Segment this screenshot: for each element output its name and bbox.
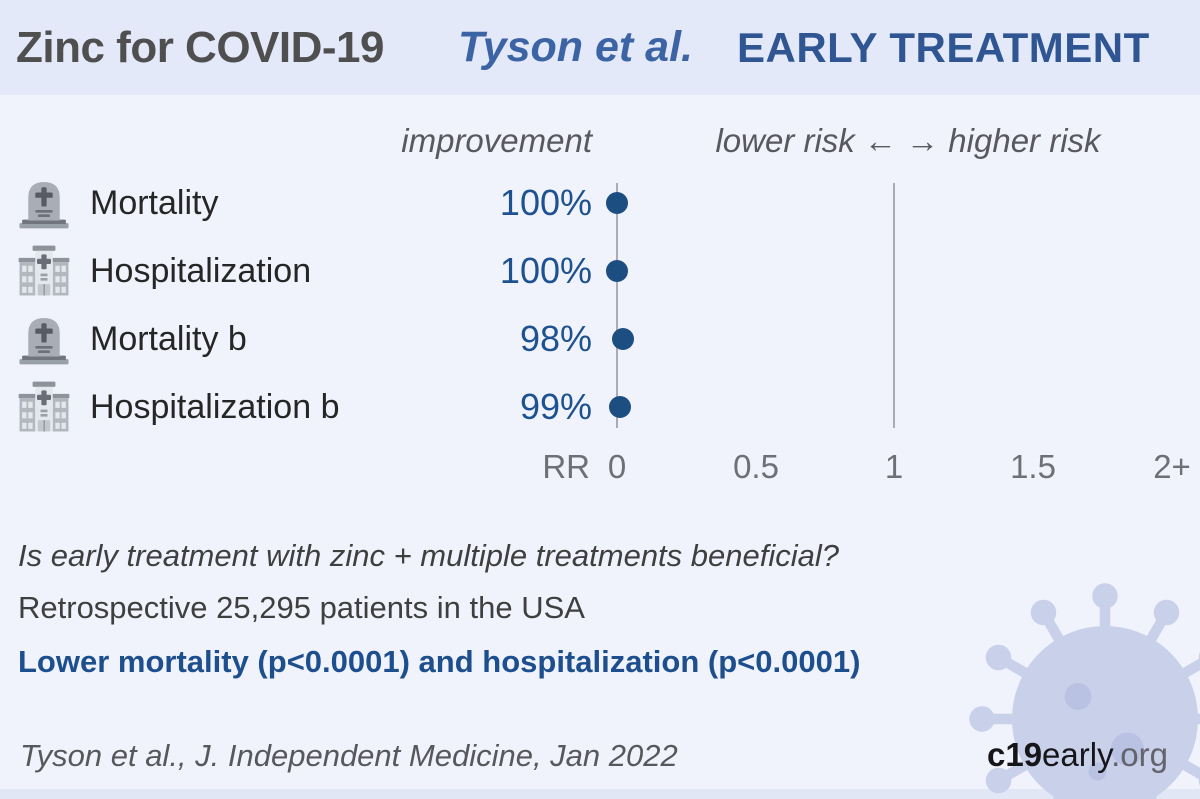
outcome-row: Mortality 100% — [0, 169, 620, 237]
study-population: Retrospective 25,295 patients in the USA — [18, 590, 585, 625]
risk-scale-header: lower risk ← → higher risk — [715, 122, 1101, 159]
effect-dot — [608, 396, 631, 418]
citation: Tyson et al., J. Independent Medicine, J… — [20, 738, 678, 773]
c19early-link[interactable]: c19early.org — [987, 736, 1168, 774]
virus-watermark-icon — [969, 583, 1200, 799]
effect-dot — [606, 260, 628, 282]
improvement-value: 99% — [519, 386, 592, 427]
hospital-icon — [16, 379, 72, 435]
axis-tick: 1 — [884, 448, 904, 485]
study-question: Is early treatment with zinc + multiple … — [18, 538, 840, 573]
hospital-icon — [16, 243, 72, 299]
improvement-column-header: improvement — [401, 122, 592, 159]
outcome-label: Mortality — [90, 184, 219, 222]
gridline-rr1 — [893, 183, 895, 428]
effect-dot — [606, 192, 628, 214]
page-title: Zinc for COVID-19 — [16, 23, 385, 72]
axis-label-rr: RR — [542, 448, 590, 485]
improvement-value: 100% — [499, 250, 592, 291]
outcome-row: Hospitalization b 99% — [0, 373, 620, 441]
outcome-row: Hospitalization 100% — [0, 237, 620, 305]
effect-dot — [611, 328, 634, 350]
axis-tick: 0.5 — [733, 448, 779, 485]
tombstone-icon — [16, 175, 72, 231]
bottom-band — [0, 789, 1200, 799]
gridline-rr0 — [616, 183, 618, 428]
axis-tick: 1.5 — [1010, 448, 1056, 485]
outcome-label: Hospitalization b — [90, 388, 340, 426]
treatment-stage: EARLY TREATMENT — [737, 24, 1150, 71]
site-part-c19: c19 — [986, 736, 1043, 773]
header-band: Zinc for COVID-19 Tyson et al. EARLY TRE… — [0, 0, 1200, 95]
study-result: Lower mortality (p<0.0001) and hospitali… — [18, 644, 861, 679]
axis-tick: 0 — [607, 448, 627, 485]
site-part-org: .org — [1111, 736, 1168, 773]
improvement-value: 98% — [519, 318, 592, 359]
axis-tick: 2+ — [1153, 448, 1191, 485]
outcome-label: Hospitalization — [90, 252, 312, 290]
outcome-label: Mortality b — [90, 320, 247, 358]
study-name: Tyson et al. — [458, 23, 693, 71]
improvement-value: 100% — [499, 182, 592, 223]
site-part-early: early — [1042, 736, 1112, 773]
outcome-row: Mortality b 98% — [0, 305, 620, 373]
tombstone-icon — [16, 311, 72, 367]
